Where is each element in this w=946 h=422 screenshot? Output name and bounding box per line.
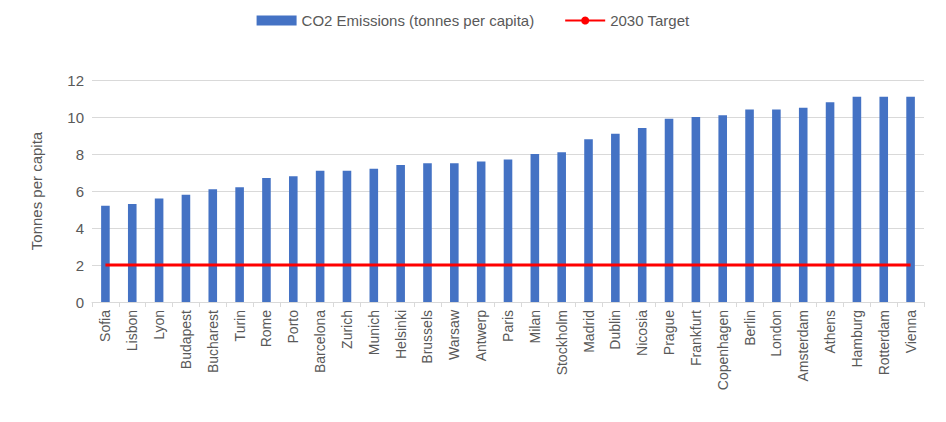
svg-text:8: 8 xyxy=(76,146,84,163)
svg-text:2: 2 xyxy=(76,257,84,274)
svg-text:Sofia: Sofia xyxy=(97,310,113,342)
svg-text:Turin: Turin xyxy=(232,310,248,341)
svg-text:London: London xyxy=(768,310,784,357)
svg-text:CO2 Emissions (tonnes per capi: CO2 Emissions (tonnes per capita) xyxy=(302,12,535,29)
svg-text:Tonnes per capita: Tonnes per capita xyxy=(28,131,45,250)
svg-text:10: 10 xyxy=(67,109,84,126)
svg-text:2030 Target: 2030 Target xyxy=(610,12,690,29)
svg-text:Budapest: Budapest xyxy=(178,310,194,369)
svg-text:Nicosia: Nicosia xyxy=(634,310,650,356)
svg-text:Lisbon: Lisbon xyxy=(124,310,140,351)
svg-text:Athens: Athens xyxy=(822,310,838,354)
svg-text:Berlin: Berlin xyxy=(742,310,758,346)
svg-text:Madrid: Madrid xyxy=(581,310,597,353)
svg-text:Lyon: Lyon xyxy=(151,310,167,340)
svg-text:Warsaw: Warsaw xyxy=(446,309,462,360)
svg-text:Munich: Munich xyxy=(366,310,382,355)
svg-text:Helsinki: Helsinki xyxy=(393,310,409,359)
svg-text:Brussels: Brussels xyxy=(419,310,435,364)
svg-text:Dublin: Dublin xyxy=(607,310,623,350)
svg-text:Copenhagen: Copenhagen xyxy=(715,310,731,390)
svg-text:4: 4 xyxy=(76,220,84,237)
svg-text:Milan: Milan xyxy=(527,310,543,343)
svg-text:Zurich: Zurich xyxy=(339,310,355,349)
svg-text:Stockholm: Stockholm xyxy=(554,310,570,375)
svg-text:Rome: Rome xyxy=(258,310,274,348)
svg-text:Bucharest: Bucharest xyxy=(205,310,221,373)
svg-text:Frankfurt: Frankfurt xyxy=(688,310,704,366)
svg-text:Vienna: Vienna xyxy=(903,310,919,354)
svg-text:Barcelona: Barcelona xyxy=(312,310,328,373)
svg-text:Antwerp: Antwerp xyxy=(473,310,489,362)
svg-text:Porto: Porto xyxy=(285,310,301,344)
svg-text:Rotterdam: Rotterdam xyxy=(876,310,892,375)
svg-text:Prague: Prague xyxy=(661,310,677,355)
svg-text:Paris: Paris xyxy=(500,310,516,342)
svg-text:6: 6 xyxy=(76,183,84,200)
svg-text:12: 12 xyxy=(67,72,84,89)
svg-text:0: 0 xyxy=(76,294,84,311)
svg-text:Hamburg: Hamburg xyxy=(849,310,865,368)
svg-text:Amsterdam: Amsterdam xyxy=(795,310,811,382)
